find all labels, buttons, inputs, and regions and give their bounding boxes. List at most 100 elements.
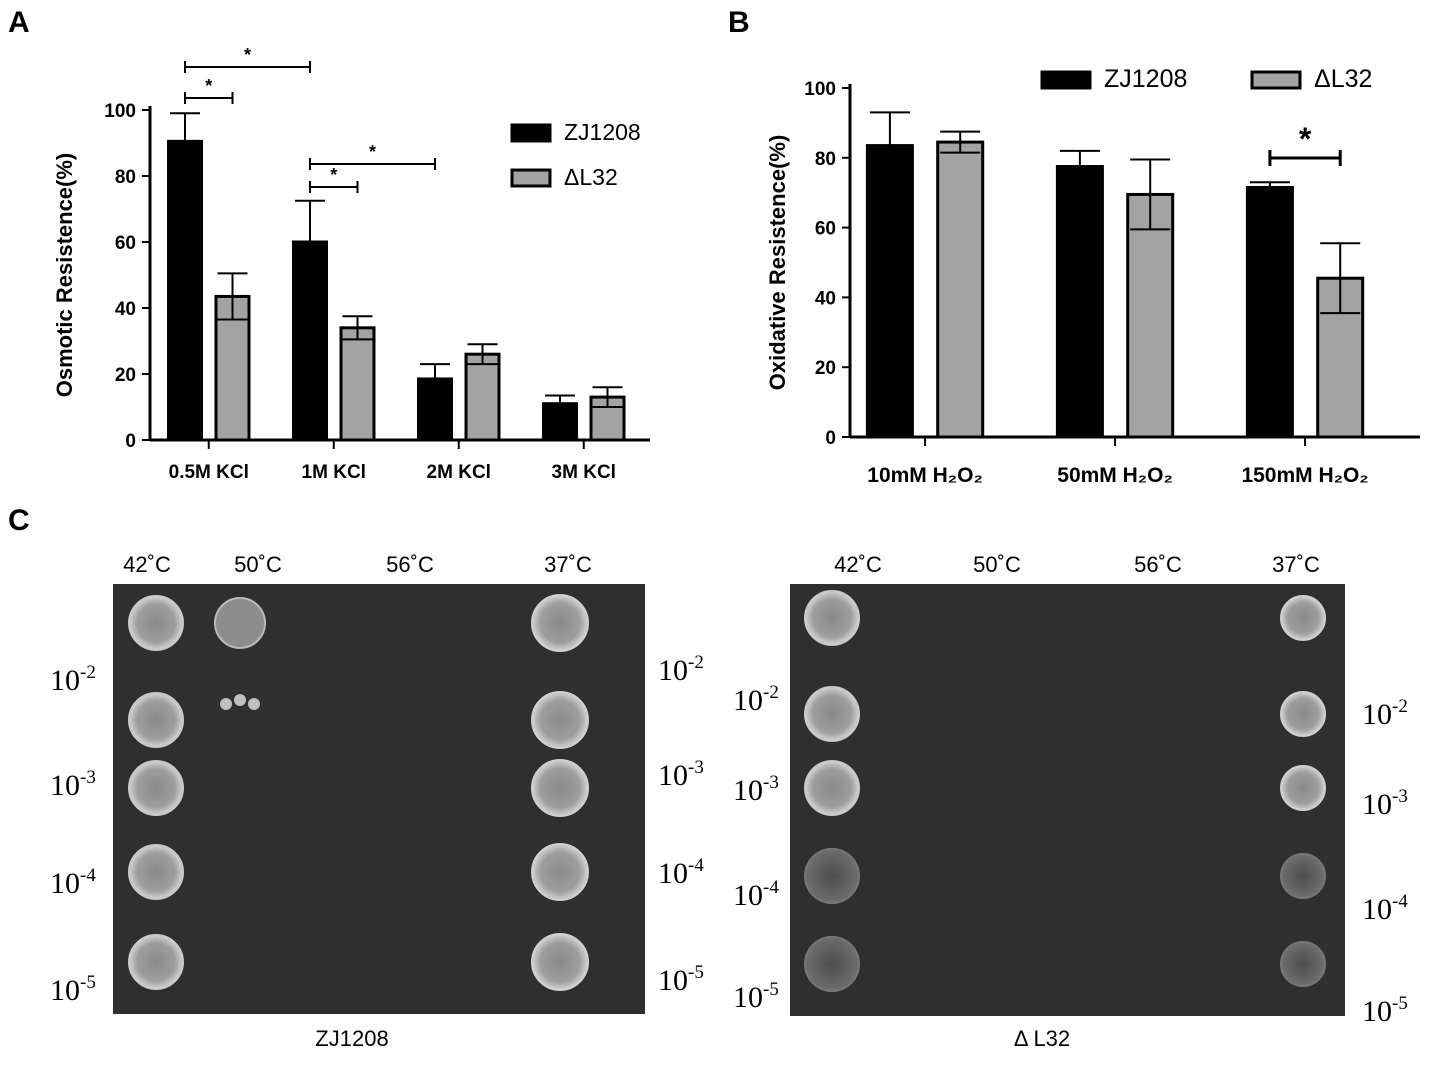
bar [589, 395, 626, 442]
temperature-label: 42˚C [123, 552, 171, 577]
colony-spot [531, 933, 589, 991]
temperature-label: 37˚C [1272, 552, 1320, 577]
dilution-label: 10-4 [1362, 891, 1408, 926]
legend-label: ZJ1208 [1104, 65, 1187, 93]
colony-spot [804, 760, 860, 816]
bar [1126, 192, 1175, 439]
y-tick-label: 0 [125, 431, 136, 452]
colony-spot [128, 844, 184, 900]
dilution-label: 10-3 [1362, 786, 1408, 821]
temperature-label: 42˚C [834, 552, 882, 577]
dilution-label: 10-5 [1362, 993, 1408, 1028]
bar [936, 140, 985, 439]
dilution-label: 10-2 [658, 652, 704, 687]
colony-spot [1280, 941, 1326, 987]
dilution-label: 10-4 [50, 865, 96, 900]
temperature-label: 56˚C [1134, 552, 1182, 577]
x-tick-label: 0.5M KCl [169, 462, 249, 483]
legend-swatch [510, 123, 552, 143]
legend-swatch [1250, 70, 1302, 90]
y-tick-label: 40 [115, 299, 136, 320]
y-tick-label: 20 [115, 365, 136, 386]
bar [1245, 185, 1294, 439]
colony-spot [220, 698, 232, 710]
colony-spot [128, 760, 184, 816]
legend-swatch [1040, 70, 1092, 90]
x-tick-label: 1M KCl [302, 462, 366, 483]
dilution-label: 10-5 [733, 979, 779, 1014]
colony-spot [128, 934, 184, 990]
colony-spot [804, 590, 860, 646]
colony-spot [1280, 595, 1326, 641]
bar [865, 144, 914, 439]
plate-caption: Δ L32 [1014, 1026, 1070, 1051]
y-axis-title: Oxidative Resistence(%) [765, 135, 790, 391]
dilution-label: 10-2 [1362, 696, 1408, 731]
dilution-label: 10-2 [733, 682, 779, 717]
temperature-label: 50˚C [234, 552, 282, 577]
colony-spot [128, 595, 184, 651]
bar [339, 326, 376, 442]
x-tick-label: 50mM H₂O₂ [1057, 464, 1173, 487]
colony-spot [531, 594, 589, 652]
colony-spot [1280, 691, 1326, 737]
heat-tolerance-plates: 42˚C 50˚C 56˚C 37˚C ZJ1208 10-2 10-3 10-4 10-5 10… [50, 552, 1408, 1051]
dilution-label: 10-3 [733, 772, 779, 807]
temperature-label: 37˚C [544, 552, 592, 577]
colony-spot [531, 691, 589, 749]
dilution-label: 10-5 [658, 962, 704, 997]
significance-star: * [244, 45, 251, 65]
colony-spot [804, 848, 860, 904]
bar [464, 352, 501, 442]
temperature-label: 56˚C [386, 552, 434, 577]
y-tick-label: 0 [825, 428, 836, 449]
legend-label: ΔL32 [564, 164, 618, 190]
dilution-label: 10-5 [50, 972, 96, 1007]
colony-spot [531, 843, 589, 901]
dilution-label: 10-3 [658, 757, 704, 792]
dilution-label: 10-4 [733, 877, 779, 912]
colony-spot [214, 597, 266, 649]
x-tick-label: 3M KCl [552, 462, 616, 483]
bar [167, 139, 203, 442]
legend-swatch [510, 168, 552, 188]
dilution-label: 10-4 [658, 855, 704, 890]
significance-star: * [205, 76, 212, 96]
legend-label: ZJ1208 [564, 119, 641, 145]
y-tick-label: 80 [815, 149, 836, 170]
colony-spot [128, 692, 184, 748]
bar [542, 402, 578, 442]
y-tick-label: 80 [115, 167, 136, 188]
significance-star: * [369, 142, 376, 162]
y-axis-title: Osmotic Resistence(%) [52, 153, 77, 398]
colony-spot [1280, 765, 1326, 811]
x-tick-label: 150mM H₂O₂ [1241, 464, 1368, 487]
y-tick-label: 100 [804, 79, 836, 100]
y-tick-label: 40 [815, 288, 836, 309]
y-tick-label: 100 [104, 101, 136, 122]
panel-label-a: A [8, 6, 30, 39]
x-tick-label: 2M KCl [427, 462, 491, 483]
osmotic-resistance-chart: 0 20 40 60 80 100 Osmotic Resistence(%) 0.5M KC… [52, 45, 650, 483]
bar [1055, 165, 1104, 439]
dilution-label: 10-2 [50, 662, 96, 697]
bar [417, 377, 453, 442]
colony-spot [234, 694, 246, 706]
significance-star: * [330, 165, 337, 185]
y-tick-label: 60 [115, 233, 136, 254]
temperature-label: 50˚C [973, 552, 1021, 577]
y-tick-label: 20 [815, 358, 836, 379]
dilution-label: 10-3 [50, 767, 96, 802]
y-tick-label: 60 [815, 219, 836, 240]
agar-plate [790, 584, 1345, 1016]
panel-label-c: C [8, 504, 30, 537]
panel-label-b: B [728, 6, 750, 39]
plate-caption: ZJ1208 [315, 1026, 388, 1051]
colony-spot [248, 698, 260, 710]
colony-spot [1280, 853, 1326, 899]
colony-spot [531, 759, 589, 817]
significance-star: * [1299, 121, 1312, 157]
bar [292, 240, 328, 442]
colony-spot [804, 686, 860, 742]
x-tick-label: 10mM H₂O₂ [867, 464, 983, 487]
